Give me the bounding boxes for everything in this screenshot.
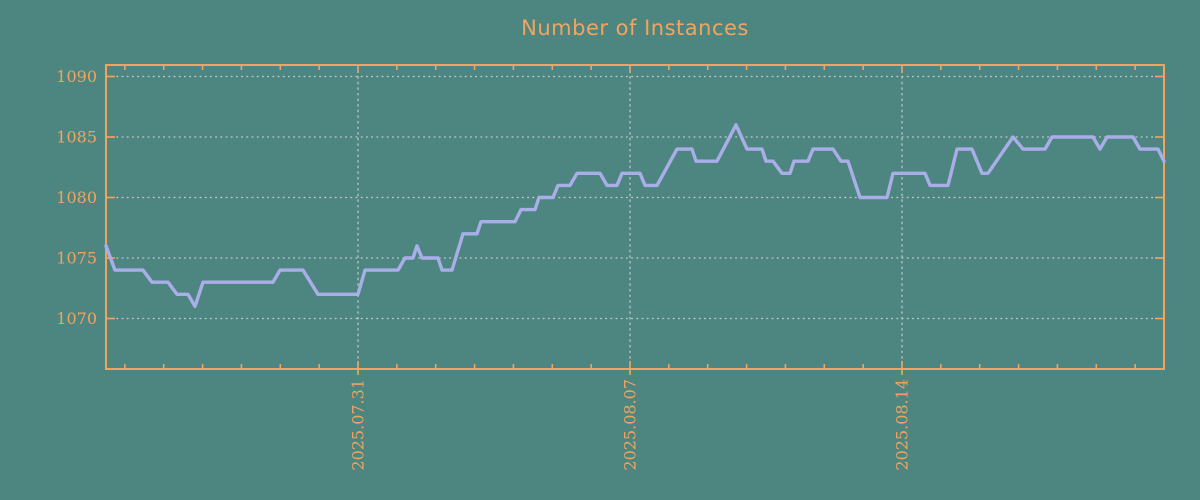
y-tick-label: 1075 <box>56 249 97 268</box>
chart-title: Number of Instances <box>521 16 749 40</box>
y-tick-label: 1085 <box>56 128 97 147</box>
y-tick-label: 1080 <box>56 188 97 207</box>
series-line-instances <box>104 123 1166 309</box>
x-tick-label: 2025.08.14 <box>893 379 912 471</box>
y-tick-label: 1070 <box>56 309 97 328</box>
y-tick-label: 1090 <box>56 67 97 86</box>
x-tick-label: 2025.07.31 <box>349 379 368 471</box>
plot-frame <box>105 64 1165 370</box>
x-tick-label: 2025.08.07 <box>621 379 640 471</box>
